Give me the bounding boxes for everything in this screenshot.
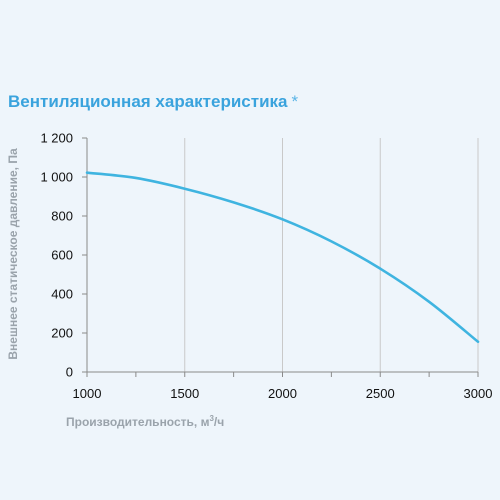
y-tick-label-4: 800 bbox=[51, 209, 73, 224]
x-tick-label-0: 1000 bbox=[73, 386, 102, 401]
series-layer bbox=[85, 171, 480, 344]
y-tick-label-1: 200 bbox=[51, 326, 73, 341]
x-tick-label-3: 2500 bbox=[366, 386, 395, 401]
axes bbox=[82, 137, 479, 377]
x-axis-label-suffix: /ч bbox=[213, 415, 225, 429]
y-tick-label-5: 1 000 bbox=[40, 170, 73, 185]
x-tick-label-1: 1500 bbox=[170, 386, 199, 401]
y-tick-label-3: 600 bbox=[51, 248, 73, 263]
y-tick-label-2: 400 bbox=[51, 287, 73, 302]
chart-title-note: * bbox=[291, 92, 299, 111]
x-axis-label-text: Производительность, м bbox=[66, 415, 210, 429]
y-tick-label-6: 1 200 bbox=[40, 131, 73, 146]
grid-lines bbox=[184, 138, 479, 372]
x-axis-label: Производительность, м3/ч bbox=[66, 414, 224, 429]
x-axis-label-superscript: 3 bbox=[209, 414, 214, 423]
chart-title: Вентиляционная характеристика * bbox=[8, 92, 298, 112]
x-tick-label-2: 2000 bbox=[268, 386, 297, 401]
series-line-0 bbox=[85, 171, 480, 344]
x-tick-label-4: 3000 bbox=[464, 386, 493, 401]
y-tick-label-0: 0 bbox=[66, 365, 73, 380]
chart-title-text: Вентиляционная характеристика bbox=[8, 92, 288, 111]
